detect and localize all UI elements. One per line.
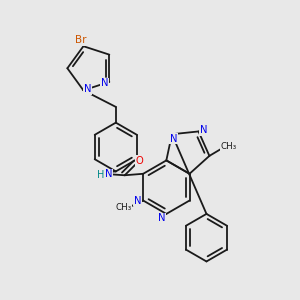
Text: O: O [136, 156, 143, 166]
Text: N: N [158, 213, 166, 224]
Text: N: N [200, 125, 208, 135]
Text: Br: Br [75, 35, 86, 45]
Text: H: H [97, 170, 105, 180]
Text: CH₃: CH₃ [116, 203, 132, 212]
Text: N: N [169, 134, 177, 144]
Text: CH₃: CH₃ [220, 142, 236, 152]
Text: N: N [101, 78, 109, 88]
Text: N: N [105, 169, 112, 179]
Text: N: N [84, 84, 92, 94]
Text: N: N [134, 196, 142, 206]
